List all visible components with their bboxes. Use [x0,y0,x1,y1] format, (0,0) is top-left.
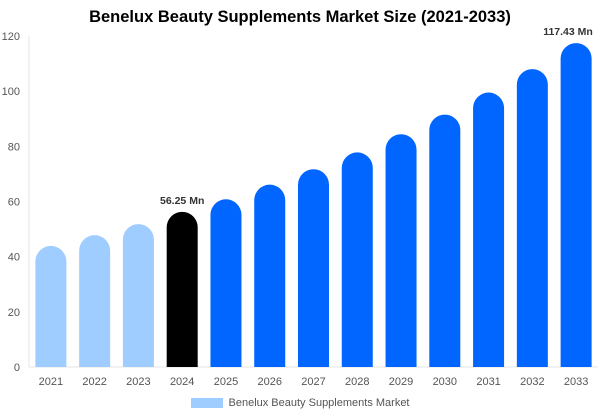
x-tick-label: 2031 [476,376,500,388]
bar-2025 [210,199,242,367]
bar-2021 [35,245,67,367]
x-tick-label: 2029 [389,376,413,388]
bar-2029 [385,134,417,367]
y-tick-label: 20 [8,307,20,319]
x-tick-label: 2022 [82,376,106,388]
x-tick-label: 2027 [301,376,325,388]
y-tick-label: 0 [14,362,20,374]
x-tick-label: 2028 [345,376,369,388]
bar-2027 [298,169,329,367]
x-tick-label: 2023 [126,376,150,388]
legend-swatch [190,398,223,408]
x-tick-label: 2026 [257,376,281,388]
y-tick-label: 80 [8,141,20,153]
bar-2024 [166,211,198,367]
bar-2022 [79,235,111,367]
data-label: 117.43 Mn [543,26,593,38]
bar-2031 [473,92,505,367]
legend-label: Benelux Beauty Supplements Market [228,397,410,409]
bar-2028 [341,152,373,367]
x-tick-label: 2024 [170,376,194,388]
legend: Benelux Beauty Supplements Market [0,397,600,409]
data-label: 56.25 Mn [160,195,204,207]
chart-title: Benelux Beauty Supplements Market Size (… [89,8,511,26]
bar-2032 [516,69,548,368]
bar-2023 [122,224,154,367]
bar-2033 [560,43,592,367]
y-tick-label: 60 [8,197,20,209]
x-tick-label: 2033 [564,376,588,388]
y-tick-label: 120 [2,31,20,43]
x-tick-label: 2030 [433,376,457,388]
bar-2030 [429,114,461,367]
bar-2026 [254,184,286,367]
x-tick-label: 2021 [39,376,63,388]
y-tick-label: 100 [2,86,20,98]
y-tick-label: 40 [8,252,20,264]
x-tick-label: 2032 [520,376,544,388]
x-tick-label: 2025 [214,376,238,388]
